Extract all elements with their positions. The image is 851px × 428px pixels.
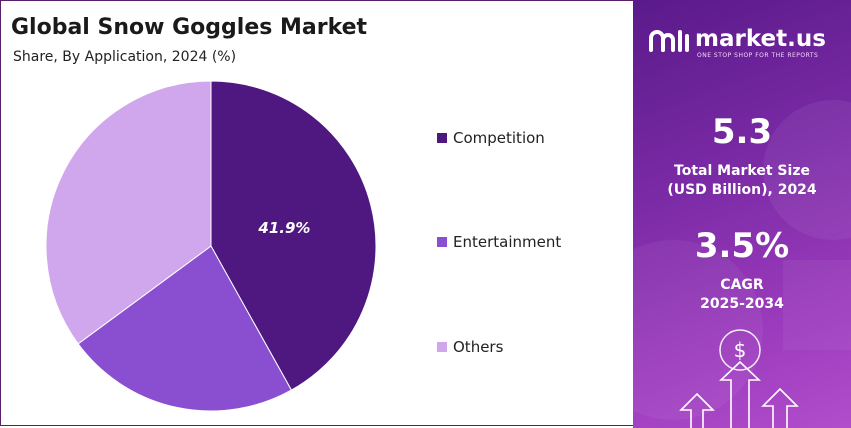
chart-title: Global Snow Goggles Market (11, 15, 368, 40)
pie-chart: 41.9% (45, 80, 377, 412)
chart-panel: Global Snow Goggles Market Share, By App… (0, 0, 633, 426)
brand-name: market.us (695, 26, 826, 52)
market-size-label-line-2: (USD Billion), 2024 (667, 182, 817, 198)
data-label-competition: 41.9% (257, 219, 310, 237)
legend-item-entertainment: Entertainment (437, 233, 561, 251)
legend-label: Entertainment (453, 233, 562, 251)
market-us-logo-icon (649, 30, 689, 52)
cagr-period: 2025-2034 (700, 296, 784, 312)
legend-swatch (437, 237, 447, 247)
legend-swatch (437, 342, 447, 352)
chart-subtitle: Share, By Application, 2024 (%) (13, 49, 237, 65)
dollar-symbol: $ (734, 338, 747, 362)
pie-slice-others (45, 80, 212, 345)
legend-label: Others (453, 338, 504, 356)
pie-slice-entertainment (77, 245, 293, 412)
legend-swatch (437, 133, 447, 143)
cagr-label: CAGR (720, 277, 764, 293)
brand-tagline: ONE STOP SHOP FOR THE REPORTS (697, 52, 819, 59)
pie-slice-competition (210, 80, 377, 391)
legend-label: Competition (453, 129, 545, 147)
market-size-value: 5.3 (711, 112, 773, 152)
growth-arrows-icon: $ (679, 329, 799, 428)
market-size-label-line-1: Total Market Size (674, 163, 810, 179)
background-decoration (633, 100, 851, 420)
legend-item-others: Others (437, 338, 503, 356)
brand-logo: market.us ONE STOP SHOP FOR THE REPORTS (647, 26, 847, 66)
cagr-value: 3.5% (694, 226, 790, 266)
summary-panel: market.us ONE STOP SHOP FOR THE REPORTS … (633, 0, 851, 428)
legend-item-competition: Competition (437, 129, 545, 147)
